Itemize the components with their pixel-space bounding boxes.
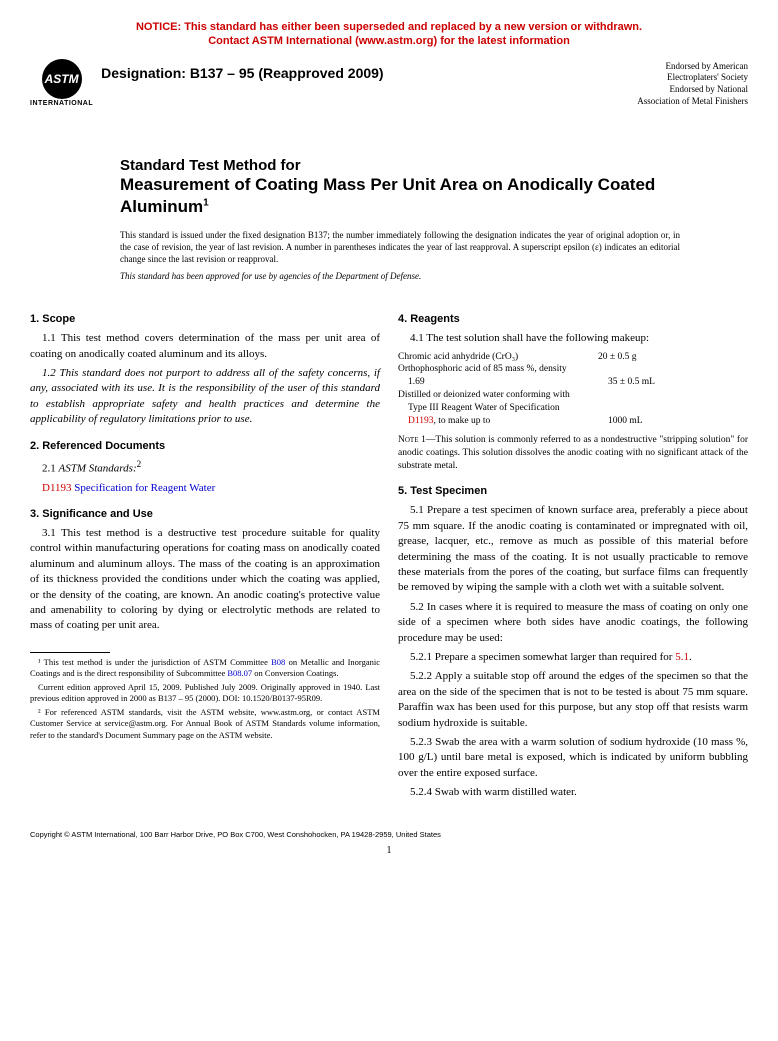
refdocs-p1-pre: 2.1	[42, 462, 59, 474]
reagent-row-2b: 1.69 35 ± 0.5 mL	[398, 376, 748, 389]
right-column: 4. Reagents 4.1 The test solution shall …	[398, 301, 748, 804]
r2-label2: 1.69	[398, 376, 608, 389]
title-sup: 1	[203, 197, 209, 208]
reagents-head: 4. Reagents	[398, 313, 748, 325]
approved-use: This standard has been approved for use …	[120, 271, 680, 281]
refdocs-p1-link: ASTM Standards:	[59, 462, 137, 474]
r3-val: 1000 mL	[608, 415, 698, 428]
r3-code[interactable]: D1193	[408, 416, 434, 426]
specimen-p3: 5.2.1 Prepare a specimen somewhat larger…	[398, 650, 748, 665]
r2-label: Orthophosphoric acid of 85 mass %, densi…	[398, 363, 598, 376]
f1-link1[interactable]: B08	[271, 657, 285, 667]
note-1: Note 1—This solution is commonly referre…	[398, 434, 748, 474]
logo-circle: ASTM	[42, 59, 82, 99]
endorsed-l2: Electroplaters' Society	[667, 72, 748, 82]
document-page: NOTICE: This standard has either been su…	[0, 0, 778, 876]
body-columns: 1. Scope 1.1 This test method covers det…	[30, 301, 748, 804]
notice-banner: NOTICE: This standard has either been su…	[30, 20, 748, 49]
title-main: Measurement of Coating Mass Per Unit Are…	[120, 174, 660, 217]
astm-logo: ASTM INTERNATIONAL	[30, 59, 93, 107]
logo-text-bottom: INTERNATIONAL	[30, 100, 93, 107]
reagent-table: Chromic acid anhydride (CrO₃) 20 ± 0.5 g…	[398, 351, 748, 428]
scope-head: 1. Scope	[30, 313, 380, 325]
footnote-1b: Current edition approved April 15, 2009.…	[30, 682, 380, 705]
footnote-1: ¹ This test method is under the jurisdic…	[30, 657, 380, 680]
scope-p1: 1.1 This test method covers determinatio…	[30, 331, 380, 362]
title-block: Standard Test Method for Measurement of …	[120, 157, 660, 217]
header-row: ASTM INTERNATIONAL Designation: B137 – 9…	[30, 59, 748, 108]
f1-link2[interactable]: B08.07	[227, 668, 252, 678]
refdocs-head: 2. Referenced Documents	[30, 440, 380, 452]
note-1-body: —This solution is commonly referred to a…	[398, 435, 748, 472]
refdocs-p1-sup: 2	[137, 459, 142, 469]
specimen-p3-link[interactable]: 5.1	[675, 651, 689, 663]
r3-val-empty	[598, 389, 688, 402]
endorsed-l3: Endorsed by National	[670, 84, 748, 94]
endorsed-l4: Association of Metal Finishers	[637, 96, 748, 106]
r3-label2: Type III Reagent Water of Specification	[398, 402, 608, 415]
specimen-p3-pre: 5.2.1 Prepare a specimen somewhat larger…	[410, 651, 675, 663]
r3-val-empty2	[608, 402, 698, 415]
notice-line1: NOTICE: This standard has either been su…	[136, 21, 642, 33]
left-column: 1. Scope 1.1 This test method covers det…	[30, 301, 380, 804]
refdocs-d1193: D1193 Specification for Reagent Water	[30, 481, 380, 496]
r2-val: 35 ± 0.5 mL	[608, 376, 698, 389]
footnote-separator	[30, 652, 110, 653]
reagent-row-1: Chromic acid anhydride (CrO₃) 20 ± 0.5 g	[398, 351, 748, 364]
designation: Designation: B137 – 95 (Reapproved 2009)	[101, 65, 637, 81]
title-pre: Standard Test Method for	[120, 157, 660, 174]
notice-line2: Contact ASTM International (www.astm.org…	[208, 35, 570, 47]
r3-label3: D1193, to make up to	[398, 415, 608, 428]
specimen-p4: 5.2.2 Apply a suitable stop off around t…	[398, 669, 748, 731]
specimen-p1: 5.1 Prepare a test specimen of known sur…	[398, 503, 748, 595]
refdocs-p1: 2.1 ASTM Standards:2	[30, 458, 380, 477]
title-main-text: Measurement of Coating Mass Per Unit Are…	[120, 175, 655, 215]
specimen-head: 5. Test Specimen	[398, 485, 748, 497]
page-number: 1	[30, 845, 748, 856]
issuance-note: This standard is issued under the fixed …	[120, 229, 680, 265]
f1-post: on Conversion Coatings.	[252, 668, 338, 678]
reagents-intro: 4.1 The test solution shall have the fol…	[398, 331, 748, 346]
f1-pre: ¹ This test method is under the jurisdic…	[38, 657, 271, 667]
specimen-p2: 5.2 In cases where it is required to mea…	[398, 600, 748, 646]
d1193-code[interactable]: D1193	[42, 482, 72, 494]
reagent-row-3c: D1193, to make up to 1000 mL	[398, 415, 748, 428]
logo-text-top: ASTM	[45, 72, 79, 86]
reagent-row-3b: Type III Reagent Water of Specification	[398, 402, 748, 415]
copyright: Copyright © ASTM International, 100 Barr…	[30, 830, 748, 839]
reagent-row-3a: Distilled or deionized water conforming …	[398, 389, 748, 402]
scope-p2: 1.2 This standard does not purport to ad…	[30, 366, 380, 428]
r2-val-empty	[598, 363, 688, 376]
note-1-label: Note 1	[398, 435, 426, 445]
sig-p1: 3.1 This test method is a destructive te…	[30, 526, 380, 634]
d1193-title[interactable]: Specification for Reagent Water	[72, 482, 216, 494]
r3-label3-text: , to make up to	[434, 416, 491, 426]
sig-head: 3. Significance and Use	[30, 508, 380, 520]
endorsed-block: Endorsed by American Electroplaters' Soc…	[637, 61, 748, 108]
footnote-2: ² For referenced ASTM standards, visit t…	[30, 707, 380, 741]
r1-val: 20 ± 0.5 g	[598, 351, 688, 364]
reagent-row-2a: Orthophosphoric acid of 85 mass %, densi…	[398, 363, 748, 376]
r1-label: Chromic acid anhydride (CrO₃)	[398, 351, 598, 364]
specimen-p3-post: .	[689, 651, 692, 663]
specimen-p6: 5.2.4 Swab with warm distilled water.	[398, 785, 748, 800]
r3-label: Distilled or deionized water conforming …	[398, 389, 598, 402]
specimen-p5: 5.2.3 Swab the area with a warm solution…	[398, 735, 748, 781]
endorsed-l1: Endorsed by American	[666, 61, 748, 71]
